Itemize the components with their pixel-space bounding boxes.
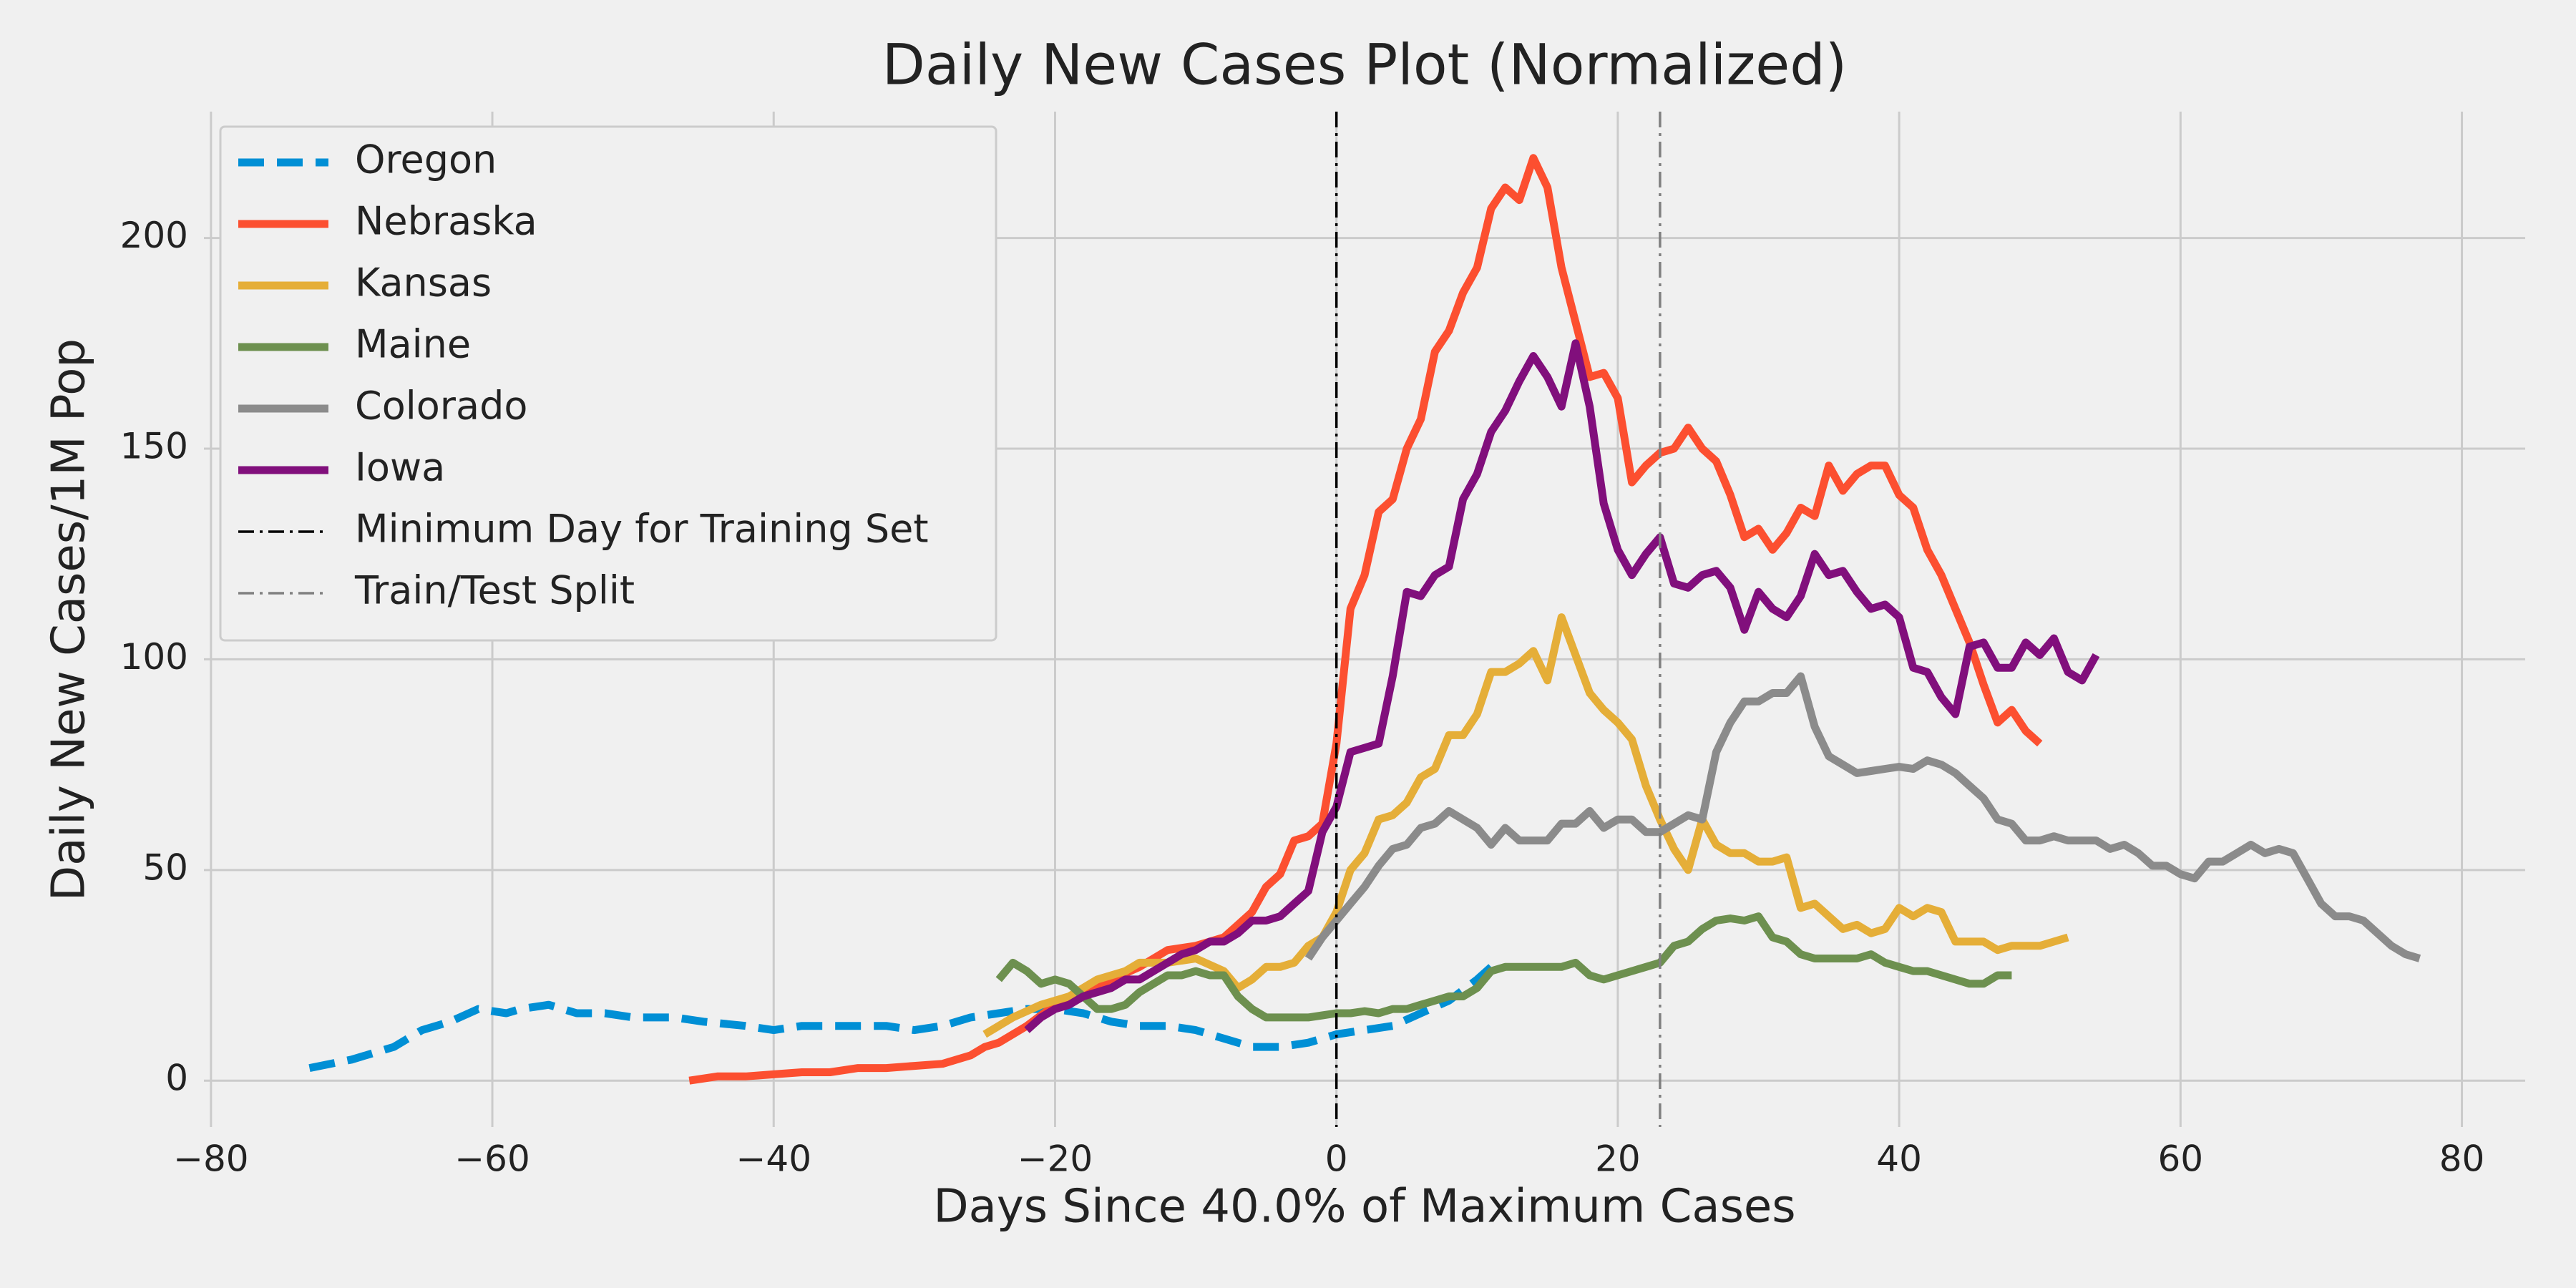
x-tick-label: 0 — [1325, 1138, 1348, 1180]
x-tick-label: −20 — [1018, 1138, 1093, 1180]
legend-label: Colorado — [355, 384, 527, 429]
legend-label: Iowa — [355, 445, 445, 490]
x-axis-label: Days Since 40.0% of Maximum Cases — [933, 1181, 1795, 1234]
x-tick-label: −80 — [173, 1138, 249, 1180]
x-tick-label: −60 — [454, 1138, 530, 1180]
legend-box — [219, 125, 997, 642]
y-tick-label: 150 — [120, 426, 188, 467]
series-line — [1024, 339, 2100, 1033]
legend-label: Kansas — [355, 260, 492, 306]
x-tick-label: 60 — [2158, 1138, 2204, 1180]
y-tick-label: 100 — [120, 636, 188, 678]
y-tick-label: 0 — [165, 1058, 188, 1099]
series-line — [1304, 672, 2421, 962]
x-tick-label: 20 — [1595, 1138, 1641, 1180]
chart-title: Daily New Cases Plot (Normalized) — [882, 33, 1847, 97]
y-axis-label: Daily New Cases/1M Pop — [43, 338, 96, 901]
series-line — [995, 912, 2012, 1022]
legend-label: Oregon — [355, 137, 497, 182]
x-tick-label: 40 — [1876, 1138, 1922, 1180]
series-line — [982, 613, 2069, 1038]
y-tick-label: 200 — [120, 215, 188, 256]
legend-label: Train/Test Split — [354, 568, 635, 613]
series-line — [308, 964, 1494, 1072]
x-tick-label: 80 — [2439, 1138, 2485, 1180]
y-tick-label: 50 — [142, 847, 188, 888]
legend-label: Nebraska — [355, 199, 537, 244]
x-tick-label: −40 — [736, 1138, 811, 1180]
legend-label: Maine — [355, 322, 471, 367]
legend-label: Minimum Day for Training Set — [355, 507, 929, 552]
